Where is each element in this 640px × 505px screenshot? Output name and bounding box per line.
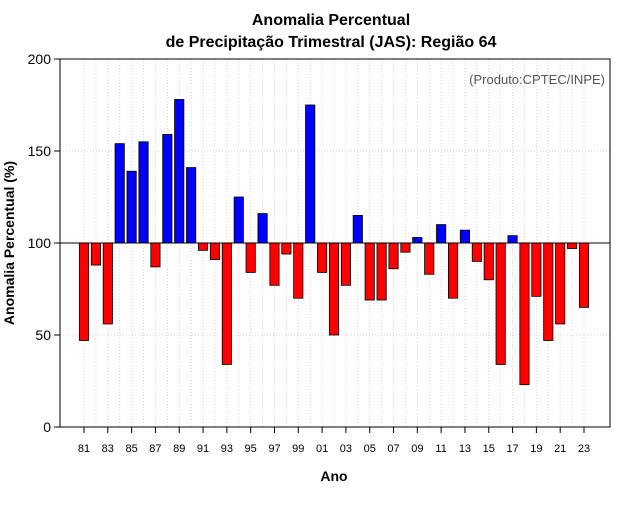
chart-title: Anomalia Percentual: [252, 12, 410, 29]
bar-21: [555, 242, 566, 325]
source-note: (Produto:CPTEC/INPE): [469, 72, 605, 87]
bar-18: [519, 242, 530, 386]
bar-06: [376, 242, 387, 301]
bar-08: [400, 242, 411, 253]
y-tick-label: 150: [28, 143, 52, 159]
x-tick-label: 15: [483, 443, 495, 455]
y-tick-label: 200: [28, 51, 52, 67]
bar-22: [567, 242, 578, 249]
x-tick-label: 83: [102, 443, 114, 455]
bar-20: [543, 242, 554, 341]
bar-99: [293, 242, 304, 299]
x-tick-label: 13: [459, 443, 471, 455]
x-tick-label: 19: [530, 443, 542, 455]
bar-83: [102, 242, 113, 325]
x-axis-label: Ano: [320, 468, 347, 484]
y-axis: 0 50 100 150 200: [28, 51, 60, 435]
x-tick-label: 09: [411, 443, 423, 455]
x-tick-label: 01: [316, 443, 328, 455]
x-tick-label: 81: [78, 443, 90, 455]
x-tick-label: 03: [340, 443, 352, 455]
bar-00: [305, 104, 316, 244]
x-tick-label: 05: [364, 443, 376, 455]
bar-23: [578, 242, 590, 308]
bar-96: [257, 213, 268, 244]
bar-02: [328, 242, 340, 336]
bar-87: [150, 242, 161, 268]
x-tick-label: 17: [506, 443, 518, 455]
y-axis-label: Anomalia Percentual (%): [1, 161, 17, 325]
x-tick-label: 23: [578, 443, 590, 455]
bar-97: [269, 242, 280, 286]
x-tick-label: 91: [197, 443, 209, 455]
x-tick-label: 21: [554, 443, 566, 455]
bar-10: [424, 242, 435, 275]
bar-94: [233, 196, 244, 244]
x-tick-label: 93: [221, 443, 233, 455]
bar-85: [126, 170, 137, 244]
bar-89: [174, 99, 185, 244]
bar-07: [388, 242, 399, 270]
x-tick-label: 87: [149, 443, 161, 455]
x-tick-label: 95: [245, 443, 257, 455]
bar-09: [412, 237, 423, 244]
x-axis: 81 83 85 87 89 91 93 95 97 99 01 03 05 07 09 11 13 15 17 19…: [78, 427, 590, 455]
bar-03: [340, 242, 351, 286]
y-tick-label: 0: [43, 419, 51, 435]
bar-93: [221, 242, 232, 365]
bar-19: [531, 242, 542, 297]
bar-04: [352, 214, 363, 244]
x-tick-label: 99: [292, 443, 304, 455]
chart-subtitle: de Precipitação Trimestral (JAS): Região…: [166, 34, 497, 51]
bar-01: [317, 242, 328, 273]
bar-81: [78, 242, 90, 341]
bars-layer: [78, 99, 590, 386]
bar-05: [364, 242, 375, 301]
bar-92: [209, 242, 220, 260]
bar-11: [436, 224, 447, 244]
bar-90: [186, 167, 197, 244]
bar-15: [483, 242, 494, 281]
x-tick-label: 11: [435, 443, 446, 455]
y-tick-label: 100: [28, 235, 52, 251]
bar-14: [471, 242, 482, 262]
y-tick-label: 50: [35, 327, 51, 343]
bar-13: [459, 229, 470, 244]
bar-88: [162, 134, 173, 244]
x-tick-label: 97: [268, 443, 280, 455]
bar-17: [507, 235, 518, 244]
bar-95: [245, 242, 256, 273]
x-tick-label: 07: [387, 443, 399, 455]
bar-84: [114, 143, 125, 244]
bar-86: [138, 141, 149, 244]
bar-16: [495, 242, 506, 365]
x-tick-label: 85: [125, 443, 137, 455]
bar-12: [448, 242, 459, 299]
x-tick-label: 89: [173, 443, 185, 455]
bar-98: [281, 242, 292, 255]
bar-82: [90, 242, 101, 266]
bar-91: [198, 242, 209, 251]
